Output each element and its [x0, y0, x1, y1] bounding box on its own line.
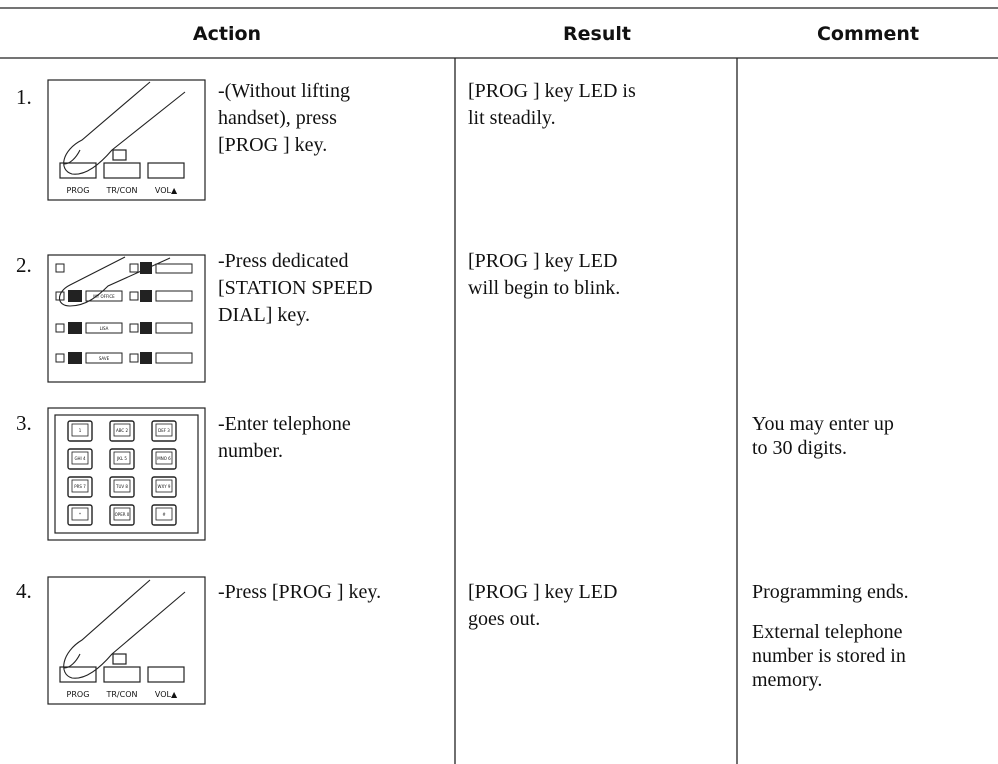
key-label: LISA [100, 326, 109, 331]
result-text: goes out. [468, 608, 540, 630]
keypad-key-face [155, 507, 173, 521]
comment-text: You may enter up [752, 413, 894, 435]
illustration-keypad: 1 ABC 2 DEF 3 GHI 4 JKL 5 MNO 6 PRS 7 TUV 8 WXY … [47, 407, 206, 541]
header-comment: Comment [817, 23, 919, 45]
comment-text: External telephone [752, 621, 903, 643]
keypad-key-face [71, 451, 89, 465]
action-text: DIAL] key. [218, 304, 310, 326]
key-label: PROG [67, 186, 90, 195]
action-text: [PROG ] key. [218, 134, 327, 156]
key-label: ABC 2 [116, 428, 128, 433]
key-label: TUV 8 [115, 484, 128, 489]
comment-text: Programming ends. [752, 581, 909, 603]
key-label: * [79, 512, 81, 517]
step-number: 2. [16, 253, 32, 277]
keypad-key-face [113, 507, 131, 521]
action-text: handset), press [218, 107, 337, 129]
step-number: 3. [16, 411, 32, 435]
action-text: -Press dedicated [218, 250, 349, 272]
keypad-key-face [155, 423, 173, 437]
keypad-key-face [71, 479, 89, 493]
action-text: number. [218, 440, 283, 462]
result-text: [PROG ] key LED is [468, 80, 636, 102]
comment-text: number is stored in [752, 645, 906, 667]
key-label: DEF 3 [158, 428, 170, 433]
comment-text: to 30 digits. [752, 437, 847, 459]
key-label: WXY 9 [158, 484, 171, 489]
key-label: MY OFFICE [93, 294, 115, 299]
result-text: [PROG ] key LED [468, 581, 617, 603]
key-label: MNO 6 [157, 456, 171, 461]
header-result: Result [563, 23, 631, 45]
key-label: JKL 5 [116, 456, 127, 461]
action-text: -Press [PROG ] key. [218, 581, 381, 603]
keypad-key-face [113, 451, 131, 465]
key-label: GHI 4 [74, 456, 86, 461]
key-label: VOL▲ [155, 186, 178, 195]
key-label: TR/CON [105, 186, 137, 195]
key-label: PROG [67, 690, 90, 699]
result-text: will begin to blink. [468, 277, 620, 299]
key-label: TR/CON [105, 690, 137, 699]
illustration-keys: PROG TR/CON VOL▲ [47, 576, 206, 705]
illustration-keys: PROG TR/CON VOL▲ [47, 79, 206, 201]
keypad-key-face [71, 507, 89, 521]
keypad-key-face [113, 423, 131, 437]
key-label: PRS 7 [74, 484, 86, 489]
keypad-key-face [113, 479, 131, 493]
key-label: 1 [79, 428, 82, 433]
result-text: lit steadily. [468, 107, 556, 129]
action-text: -Enter telephone [218, 413, 351, 435]
step-number: 1. [16, 85, 32, 109]
key-label: OPER 0 [115, 512, 130, 517]
illustration-station-keys: MY OFFICE LISA SAVE [47, 254, 206, 383]
key-label: # [162, 512, 166, 517]
keypad-key-face [155, 479, 173, 493]
keypad-key-face [155, 451, 173, 465]
keypad-key-face [71, 423, 89, 437]
result-text: [PROG ] key LED [468, 250, 617, 272]
key-label: SAVE [99, 356, 110, 361]
action-text: -(Without lifting [218, 80, 350, 102]
header-action: Action [193, 23, 261, 45]
action-text: [STATION SPEED [218, 277, 373, 299]
key-label: VOL▲ [155, 690, 178, 699]
comment-text: memory. [752, 669, 822, 691]
step-number: 4. [16, 579, 32, 603]
